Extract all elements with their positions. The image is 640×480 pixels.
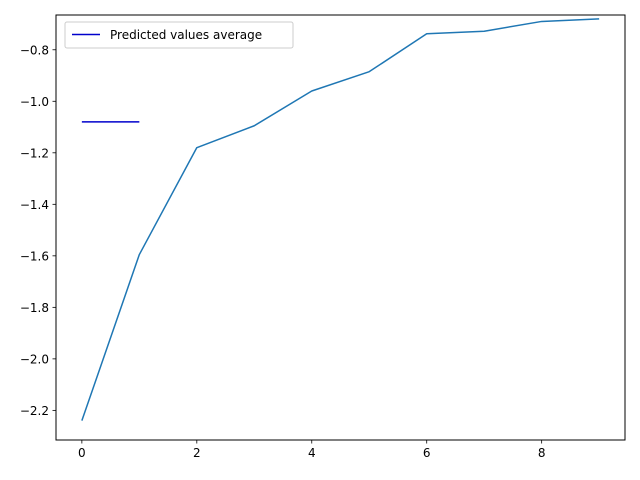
x-tick-label: 6 (423, 446, 431, 460)
y-tick-label: −2.2 (20, 404, 49, 418)
x-tick-label: 4 (308, 446, 316, 460)
series-line-values (81, 18, 600, 421)
legend-label-predicted-average: Predicted values average (110, 28, 262, 42)
plot-area-frame (55, 14, 626, 441)
legend: Predicted values average (64, 21, 294, 49)
y-tick-label: −1.6 (20, 249, 49, 263)
x-tick-label: 2 (193, 446, 201, 460)
y-axis-ticks: −2.2 −2.0 −1.8 −1.6 −1.4 −1.2 −1.0 −0.8 (20, 43, 56, 418)
x-tick-label: 8 (538, 446, 546, 460)
legend-frame (64, 21, 294, 49)
x-tick-label: 0 (78, 446, 86, 460)
y-tick-label: −1.2 (20, 146, 49, 160)
series-layer (81, 18, 600, 421)
y-tick-label: −1.4 (20, 198, 49, 212)
x-axis-ticks: 0 2 4 6 8 (78, 440, 545, 460)
y-tick-label: −1.8 (20, 301, 49, 315)
y-tick-label: −2.0 (20, 352, 49, 366)
y-tick-label: −1.0 (20, 95, 49, 109)
y-tick-label: −0.8 (20, 43, 49, 57)
